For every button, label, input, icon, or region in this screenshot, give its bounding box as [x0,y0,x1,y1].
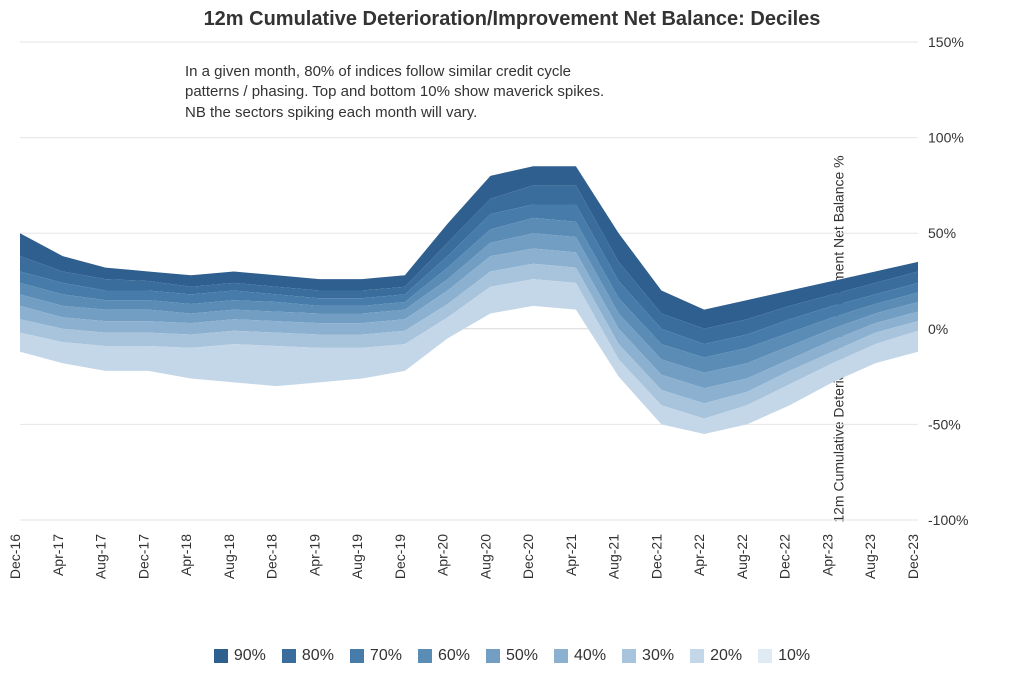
legend-label-30: 30% [642,647,674,665]
x-tick-label: Aug-19 [349,534,365,579]
x-tick-label: Apr-19 [306,534,322,576]
x-tick-label: Dec-20 [520,534,536,579]
x-tick-label: Aug-21 [606,534,622,579]
legend-swatch-80 [282,649,296,663]
y-tick-label: -100% [928,512,968,528]
decile-area-chart: 12m Cumulative Deterioration/Improvement… [0,0,1024,677]
x-tick-label: Dec-18 [264,534,280,579]
legend-swatch-70 [350,649,364,663]
legend-label-70: 70% [370,647,402,665]
legend-label-10: 10% [778,647,810,665]
legend-item-70: 70% [350,647,402,665]
x-tick-label: Dec-22 [777,534,793,579]
x-tick-label: Apr-21 [563,534,579,576]
legend-swatch-50 [486,649,500,663]
legend-label-90: 90% [234,647,266,665]
x-tick-label: Apr-22 [691,534,707,576]
legend-item-10: 10% [758,647,810,665]
x-tick-label: Dec-16 [7,534,23,579]
legend-item-40: 40% [554,647,606,665]
legend-label-60: 60% [438,647,470,665]
legend-swatch-90 [214,649,228,663]
x-tick-label: Aug-20 [477,534,493,579]
x-tick-label: Aug-22 [734,534,750,579]
legend-swatch-10 [758,649,772,663]
legend-item-90: 90% [214,647,266,665]
x-tick-label: Apr-23 [819,534,835,576]
x-tick-label: Dec-19 [392,534,408,579]
legend-item-80: 80% [282,647,334,665]
y-tick-label: 150% [928,34,964,50]
x-tick-label: Dec-23 [905,534,921,579]
legend: 90% 80% 70% 60% 50% 40% 30% 20% 10% [0,647,1024,665]
x-tick-label: Aug-23 [862,534,878,579]
legend-label-20: 20% [710,647,742,665]
x-tick-label: Aug-18 [221,534,237,579]
y-tick-label: 100% [928,130,964,146]
legend-label-50: 50% [506,647,538,665]
x-tick-label: Apr-20 [435,534,451,576]
y-tick-label: 0% [928,321,948,337]
legend-swatch-20 [690,649,704,663]
x-tick-label: Apr-17 [50,534,66,576]
y-tick-label: -50% [928,416,961,432]
legend-label-40: 40% [574,647,606,665]
legend-swatch-40 [554,649,568,663]
legend-label-80: 80% [302,647,334,665]
legend-swatch-60 [418,649,432,663]
y-tick-label: 50% [928,225,956,241]
legend-item-60: 60% [418,647,470,665]
x-tick-label: Apr-18 [178,534,194,576]
legend-item-30: 30% [622,647,674,665]
legend-item-50: 50% [486,647,538,665]
legend-swatch-30 [622,649,636,663]
x-tick-label: Dec-17 [135,534,151,579]
legend-item-20: 20% [690,647,742,665]
x-tick-label: Aug-17 [93,534,109,579]
x-tick-label: Dec-21 [648,534,664,579]
plot-svg: -100% -50% 0% 50% 100% 150% Dec-16 Apr-17 Aug-17… [0,0,1024,677]
